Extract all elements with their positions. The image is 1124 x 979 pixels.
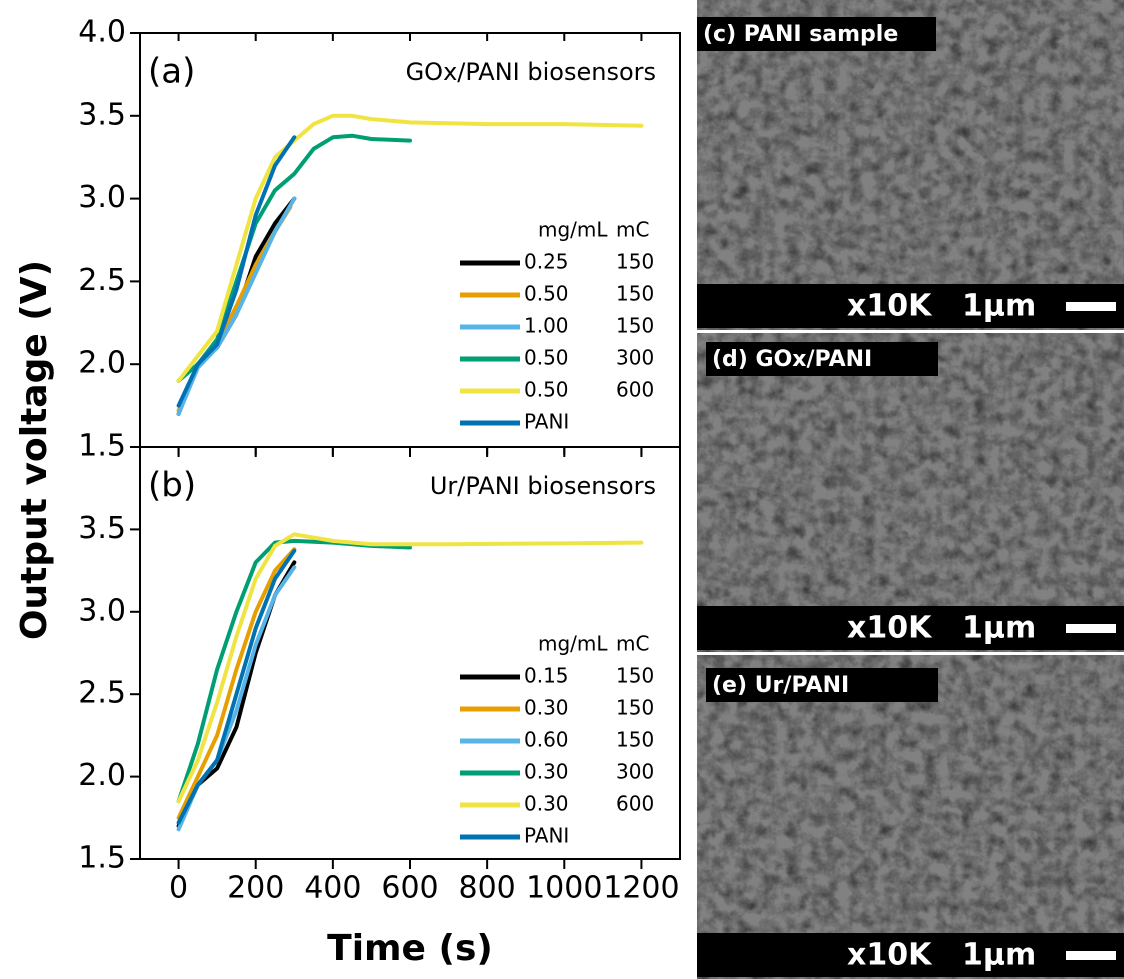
legend-header: mC <box>616 632 649 656</box>
magnification: x10K <box>847 611 933 646</box>
legend-entry: 600 <box>616 792 654 816</box>
label-box <box>706 668 938 702</box>
x-tick-label: 800 <box>459 871 516 906</box>
y-tick-label: 2.0 <box>78 758 126 793</box>
y-tick-label: 2.5 <box>78 263 126 298</box>
y-tick-label: 2.5 <box>78 676 126 711</box>
y-tick-label: 4.0 <box>78 15 126 50</box>
x-tick-label: 1200 <box>603 871 679 906</box>
annotation: Ur/PANI biosensors <box>430 472 656 500</box>
legend-entry: 0.25 <box>524 250 569 274</box>
legend-entry: 0.50 <box>524 378 569 402</box>
legend-entry: 0.60 <box>524 728 569 752</box>
series-line <box>176 113 644 383</box>
x-tick-label: 1000 <box>526 871 602 906</box>
magnification: x10K <box>847 289 933 324</box>
legend-entry: 300 <box>616 346 654 370</box>
x-tick-label: 600 <box>381 871 438 906</box>
legend-entry: 0.30 <box>524 696 569 720</box>
sem-label: (c) PANI sample <box>703 22 898 47</box>
legend-entry: PANI <box>524 410 569 434</box>
scale-text: 1μm <box>962 938 1036 973</box>
legend-entry: 150 <box>616 250 654 274</box>
scale-box <box>697 284 1124 328</box>
x-axis-label: Time (s) <box>327 928 493 969</box>
sem-label: (e) Ur/PANI <box>712 673 849 698</box>
magnification: x10K <box>847 938 933 973</box>
sem-label: (d) GOx/PANI <box>712 347 872 372</box>
label-box <box>706 342 938 376</box>
legend-entry: 0.50 <box>524 282 569 306</box>
scale-text: 1μm <box>962 289 1036 324</box>
scale-bar <box>1066 302 1116 311</box>
sem-texture <box>697 333 1124 652</box>
sem-texture <box>697 0 1124 330</box>
x-tick-label: 0 <box>169 871 188 906</box>
legend-entry: 150 <box>616 314 654 338</box>
panel-label: (a) <box>148 52 195 92</box>
legend-entry: 300 <box>616 760 654 784</box>
x-tick-label: 400 <box>304 871 361 906</box>
panel-label: (b) <box>148 466 196 506</box>
annotation: GOx/PANI biosensors <box>406 58 656 86</box>
legend-entry: 0.15 <box>524 664 569 688</box>
scale-text: 1μm <box>962 611 1036 646</box>
series-line <box>176 548 297 825</box>
scale-bar <box>1066 624 1116 633</box>
legend-entry: 150 <box>616 728 654 752</box>
legend-entry: 150 <box>616 282 654 306</box>
legend-entry: 150 <box>616 664 654 688</box>
legend-header: mg/mL <box>538 632 608 656</box>
legend-entry: 600 <box>616 378 654 402</box>
label-box <box>697 17 936 51</box>
legend-entry: PANI <box>524 824 569 848</box>
scale-bar <box>1066 951 1116 960</box>
y-tick-label: 2.0 <box>78 346 126 381</box>
x-tick-label: 200 <box>227 871 284 906</box>
y-tick-label: 1.5 <box>78 429 126 464</box>
scale-box <box>697 606 1124 650</box>
legend-entry: 0.30 <box>524 760 569 784</box>
legend-entry: 0.50 <box>524 346 569 370</box>
legend-header: mC <box>616 218 649 242</box>
y-tick-label: 3.0 <box>78 593 126 628</box>
sem-texture <box>697 655 1124 979</box>
legend-entry: 150 <box>616 696 654 720</box>
series-line <box>176 532 644 804</box>
legend-entry: 0.30 <box>524 792 569 816</box>
y-tick-label: 3.5 <box>78 97 126 132</box>
y-axis-label: Output voltage (V) <box>14 260 55 640</box>
legend-header: mg/mL <box>538 218 608 242</box>
y-tick-label: 1.5 <box>78 841 126 876</box>
series-line <box>176 133 412 383</box>
y-tick-label: 3.5 <box>78 511 126 546</box>
scale-box <box>697 933 1124 977</box>
y-tick-label: 3.0 <box>78 180 126 215</box>
series-line <box>176 135 297 408</box>
legend-entry: 1.00 <box>524 314 569 338</box>
series-line <box>176 547 297 820</box>
